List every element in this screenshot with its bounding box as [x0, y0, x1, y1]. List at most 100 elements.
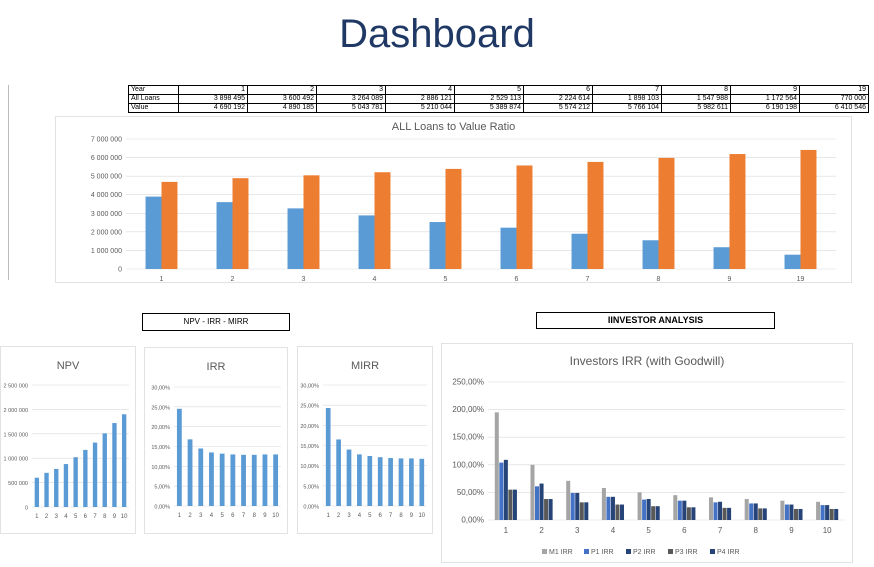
- y-tick-label: 6 000 000: [91, 155, 122, 162]
- bar-p3-irr: [722, 507, 727, 520]
- table-row: All Loans 3 898 495 3 600 492 3 264 089 2 88…: [128, 94, 869, 104]
- bar-p1-irr: [535, 486, 540, 520]
- table-cell: 5 389 874: [454, 103, 524, 113]
- irr-chart: IRR 0,00% 5,00% 10,00% 15,00% 20,00% 25,00% 30,…: [151, 361, 281, 519]
- legend-swatch: [542, 549, 547, 554]
- x-tick-label: 1: [327, 513, 331, 519]
- bar-p2-irr: [682, 500, 687, 520]
- x-tick-label: 2: [231, 276, 235, 282]
- investors-chart-panel: Investors IRR (with Goodwill) 0,00% 50,00%…: [441, 343, 853, 563]
- bar-p2-irr: [575, 492, 580, 520]
- table-cell: 3 600 492: [247, 94, 317, 104]
- bar-series-1: [251, 454, 257, 506]
- y-tick-label: 2 000 000: [91, 229, 122, 236]
- bar-p1-irr: [642, 499, 647, 520]
- bar-series-1: [83, 449, 88, 507]
- table-cell: 2 224 614: [523, 94, 593, 104]
- bar-series-1: [198, 448, 204, 506]
- bar-p1-irr: [713, 502, 718, 520]
- table-row: Value 4 690 192 4 890 185 5 043 781 5 210 04…: [128, 103, 869, 113]
- table-cell: 3: [316, 85, 386, 95]
- x-tick-label: 7: [93, 514, 97, 520]
- x-tick-label: 10: [121, 514, 128, 520]
- x-tick-label: 7: [389, 513, 393, 519]
- bar-series-1: [287, 208, 304, 269]
- bar-m1-irr: [494, 412, 499, 520]
- bar-series-2: [587, 161, 604, 269]
- table-cell: 1: [178, 85, 248, 95]
- bar-p4-irr: [548, 499, 553, 520]
- bar-series-1: [358, 215, 375, 269]
- table-cell: 2 529 113: [454, 94, 524, 104]
- chart-title: Investors IRR (with Goodwill): [570, 354, 725, 368]
- x-tick-label: 2: [45, 514, 49, 520]
- x-tick-label: 2: [188, 513, 192, 519]
- bar-series-2: [658, 157, 675, 269]
- bar-series-2: [516, 165, 533, 269]
- y-tick-label: 0,00%: [461, 516, 484, 525]
- y-tick-label: 30,00%: [151, 386, 170, 392]
- y-tick-label: 7 000 000: [91, 137, 122, 144]
- table-cell: 5 982 611: [661, 103, 731, 113]
- bar-p2-irr: [646, 499, 651, 520]
- x-tick-label: 5: [646, 526, 651, 535]
- bar-series-1: [112, 423, 117, 507]
- y-tick-label: 1 000 000: [91, 248, 122, 255]
- irr-chart-panel: IRR 0,00% 5,00% 10,00% 15,00% 20,00% 25,00% 30,…: [144, 347, 288, 534]
- table-row: Year 1 2 3 4 5 6 7 8 9 19: [128, 85, 869, 95]
- bar-series-1: [54, 468, 59, 507]
- bar-p2-irr: [610, 496, 615, 520]
- bar-m1-irr: [637, 492, 642, 520]
- x-tick-label: 4: [358, 513, 362, 519]
- x-tick-label: 3: [575, 526, 580, 535]
- bar-series-1: [398, 458, 404, 506]
- table-cell: 770 000: [799, 94, 869, 104]
- x-tick-label: 5: [220, 513, 224, 519]
- y-tick-label: 0,00%: [303, 505, 319, 511]
- y-tick-label: 30,00%: [300, 384, 319, 390]
- mirr-chart-panel: MIRR 0,00% 5,00% 10,00% 15,00% 20,00% 25,00% 30…: [297, 346, 433, 534]
- x-tick-label: 1: [160, 276, 164, 282]
- x-tick-label: 3: [302, 276, 306, 282]
- x-tick-label: 8: [754, 526, 759, 535]
- table-cell: 19: [799, 85, 869, 95]
- x-tick-label: 9: [113, 514, 117, 520]
- bar-p1-irr: [606, 496, 611, 520]
- bar-series-1: [216, 202, 233, 269]
- investors-chart: Investors IRR (with Goodwill) 0,00% 50,00%…: [452, 354, 845, 556]
- bar-series-2: [445, 168, 462, 269]
- chart-title: MIRR: [351, 360, 379, 372]
- bar-series-1: [325, 407, 331, 506]
- legend-label: P1 IRR: [591, 549, 614, 556]
- y-tick-label: 2 000 000: [4, 408, 28, 414]
- legend-label: M1 IRR: [549, 549, 573, 556]
- bar-series-2: [303, 175, 320, 269]
- bar-p4-irr: [727, 507, 732, 520]
- chart-title: IRR: [207, 361, 226, 373]
- y-tick-label: 5 000 000: [91, 174, 122, 181]
- bar-series-1: [209, 452, 214, 506]
- y-tick-label: 500 000: [8, 481, 28, 487]
- x-tick-label: 8: [253, 513, 257, 519]
- bar-p2-irr: [753, 503, 758, 520]
- table-cell: 3 264 089: [316, 94, 386, 104]
- bar-series-1: [429, 222, 446, 269]
- npv-irr-mirr-label: NPV - IRR - MIRR: [142, 313, 290, 331]
- table-cell: 5 574 212: [523, 103, 593, 113]
- x-tick-label: 4: [64, 514, 68, 520]
- bar-series-1: [357, 454, 362, 506]
- bar-p3-irr: [758, 508, 763, 520]
- bar-m1-irr: [816, 501, 821, 520]
- y-tick-label: 0,00%: [154, 505, 170, 511]
- y-tick-label: 3 000 000: [91, 211, 122, 218]
- investor-analysis-label: IINVESTOR ANALYSIS: [536, 312, 775, 329]
- x-tick-label: 6: [515, 276, 519, 282]
- table-cell: 4 690 192: [178, 103, 248, 113]
- left-divider: [8, 85, 9, 280]
- x-tick-label: 5: [444, 276, 448, 282]
- bar-series-1: [419, 458, 425, 506]
- bar-series-2: [729, 154, 746, 269]
- bar-m1-irr: [744, 499, 749, 520]
- y-tick-label: 20,00%: [151, 425, 170, 431]
- bar-p4-irr: [655, 506, 660, 520]
